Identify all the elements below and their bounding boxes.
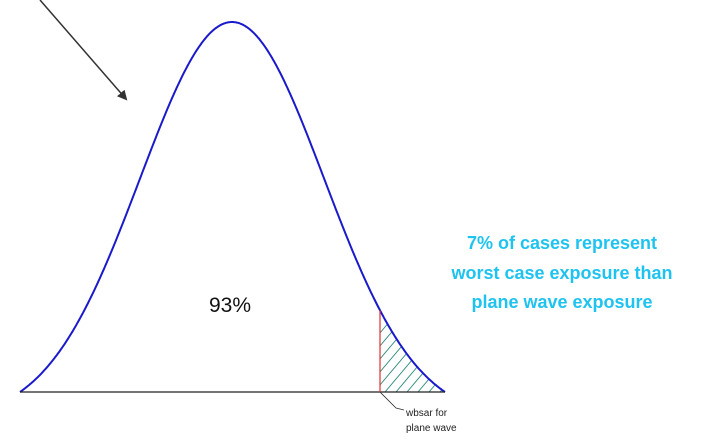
annotation-line: plane wave exposure bbox=[471, 292, 652, 312]
hatch-line bbox=[380, 310, 445, 392]
pointer-label: wbsar for bbox=[405, 408, 448, 419]
arrow bbox=[39, 0, 128, 101]
pointer-line bbox=[379, 391, 405, 411]
hatch-line bbox=[395, 310, 445, 392]
hatch-line bbox=[380, 310, 441, 392]
pointer-label: plane wave bbox=[406, 423, 457, 434]
center-label: 93% bbox=[209, 294, 251, 317]
annotation-line: worst case exposure than bbox=[450, 263, 672, 283]
hatch-line bbox=[380, 310, 445, 392]
annotation-line: 7% of cases represent bbox=[467, 233, 657, 253]
bell-curve bbox=[19, 21, 446, 393]
